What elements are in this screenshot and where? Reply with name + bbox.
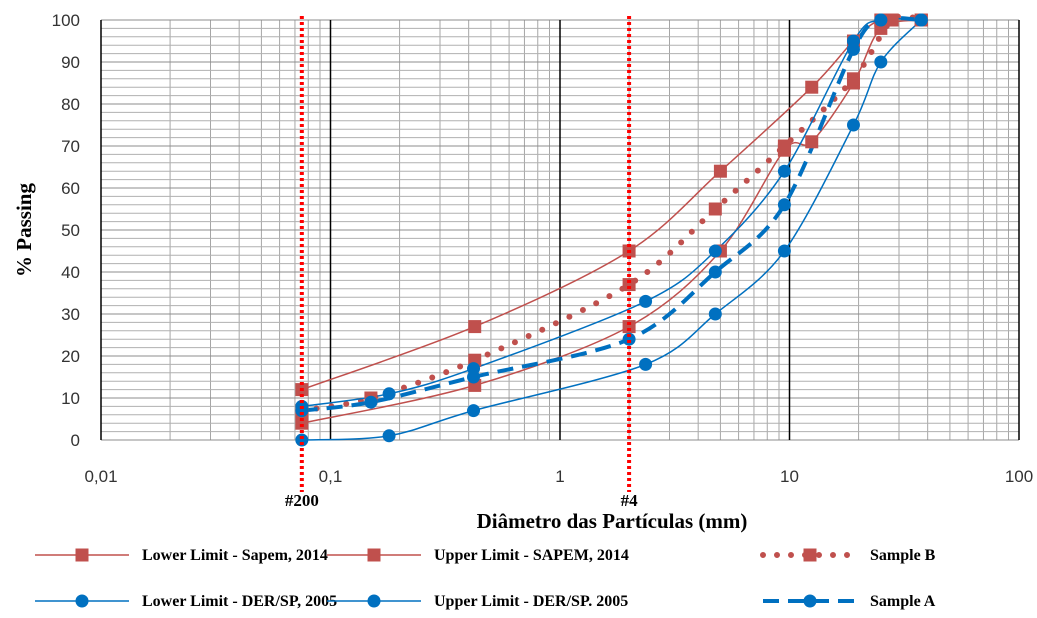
legend-swatch-marker [803, 594, 817, 608]
legend-label: Upper Limit - DER/SP. 2005 [434, 593, 628, 610]
data-point-upper-limit-der-sp-2005 [382, 387, 396, 401]
series-line-lower-limit-der-sp-2005 [301, 19, 922, 441]
sieve-label: #200 [285, 491, 319, 510]
legend-item: Sample A [763, 593, 936, 610]
y-tick-label: 70 [61, 137, 80, 156]
legend: Lower Limit - Sapem, 2014 Upper Limit - S… [35, 547, 936, 610]
data-point-sample-b [777, 139, 791, 153]
legend-item: Upper Limit - DER/SP. 2005 [327, 593, 628, 610]
data-point-upper-limit-sapem-2014 [468, 320, 482, 334]
data-point-upper-limit-der-sp-2005 [777, 164, 791, 178]
data-point-sample-a [846, 42, 860, 56]
x-tick-label: 100 [1005, 467, 1033, 486]
legend-label: Upper Limit - SAPEM, 2014 [434, 547, 629, 564]
data-point-lower-limit-der-sp-2005 [467, 404, 481, 418]
y-tick-label: 80 [61, 95, 80, 114]
legend-label: Lower Limit - Sapem, 2014 [142, 547, 328, 564]
legend-swatch-marker [75, 548, 89, 562]
y-tick-label: 60 [61, 179, 80, 198]
data-point-sample-a [777, 198, 791, 212]
legend-label: Sample B [870, 547, 936, 564]
legend-swatch-marker [75, 594, 89, 608]
y-tick-label: 0 [71, 431, 80, 450]
data-markers [295, 13, 928, 447]
data-point-sample-a [622, 332, 636, 346]
series-line-sample-b [298, 12, 925, 414]
legend-swatch-marker [803, 548, 817, 562]
data-point-lower-limit-der-sp-2005 [846, 118, 860, 132]
y-tick-label: 50 [61, 221, 80, 240]
sieve-label: #4 [621, 491, 639, 510]
legend-item: Lower Limit - DER/SP, 2005 [35, 593, 337, 610]
data-point-lower-limit-der-sp-2005 [777, 244, 791, 258]
data-point-lower-limit-der-sp-2005 [708, 307, 722, 321]
x-tick-label: 1 [555, 467, 564, 486]
sieve-lines: #200 #4 [285, 16, 638, 510]
legend-swatch-marker [367, 594, 381, 608]
y-tick-label: 100 [52, 11, 80, 30]
legend-label: Lower Limit - DER/SP, 2005 [142, 593, 337, 610]
x-tick-label: 10 [780, 467, 799, 486]
data-point-upper-limit-sapem-2014 [713, 164, 727, 178]
tick-labels: 0 10 20 30 40 50 60 70 80 90 100 0,01 0,1 1 10 100 [52, 11, 1034, 486]
y-tick-label: 40 [61, 263, 80, 282]
data-point-sample-b [846, 72, 860, 86]
legend-item: Lower Limit - Sapem, 2014 [35, 547, 328, 564]
data-point-sample-b [885, 13, 899, 27]
grid-lines [100, 19, 1020, 441]
x-tick-label: 0,1 [319, 467, 343, 486]
data-point-lower-limit-der-sp-2005 [382, 429, 396, 443]
y-tick-label: 20 [61, 347, 80, 366]
data-point-sample-a [708, 265, 722, 279]
legend-item: Sample B [760, 547, 936, 564]
y-tick-label: 30 [61, 305, 80, 324]
data-point-sample-a [874, 13, 888, 27]
data-point-lower-limit-sapem-2014 [622, 320, 636, 334]
data-point-lower-limit-sapem-2014 [295, 416, 309, 430]
data-point-lower-limit-der-sp-2005 [639, 357, 653, 371]
data-point-sample-a [364, 395, 378, 409]
data-point-lower-limit-sapem-2014 [805, 135, 819, 149]
x-tick-label: 0,01 [84, 467, 117, 486]
legend-item: Upper Limit - SAPEM, 2014 [327, 547, 629, 564]
series-line-upper-limit-der-sp-2005 [301, 17, 922, 408]
data-point-upper-limit-der-sp-2005 [708, 244, 722, 258]
data-point-sample-a [467, 370, 481, 384]
data-point-sample-b [622, 278, 636, 292]
y-tick-label: 90 [61, 53, 80, 72]
series-line-sample-a [301, 15, 922, 413]
data-point-lower-limit-der-sp-2005 [874, 55, 888, 69]
data-point-sample-b [708, 202, 722, 216]
data-point-lower-limit-der-sp-2005 [295, 433, 309, 447]
data-point-upper-limit-sapem-2014 [805, 80, 819, 94]
data-point-upper-limit-der-sp-2005 [639, 294, 653, 308]
data-point-sample-a [914, 13, 928, 27]
x-axis-title: Diâmetro das Partículas (mm) [477, 509, 748, 533]
y-axis-title: % Passing [12, 183, 36, 277]
legend-swatch-marker [367, 548, 381, 562]
y-tick-label: 10 [61, 389, 80, 408]
legend-label: Sample A [870, 593, 936, 610]
data-point-sample-a [295, 404, 309, 418]
